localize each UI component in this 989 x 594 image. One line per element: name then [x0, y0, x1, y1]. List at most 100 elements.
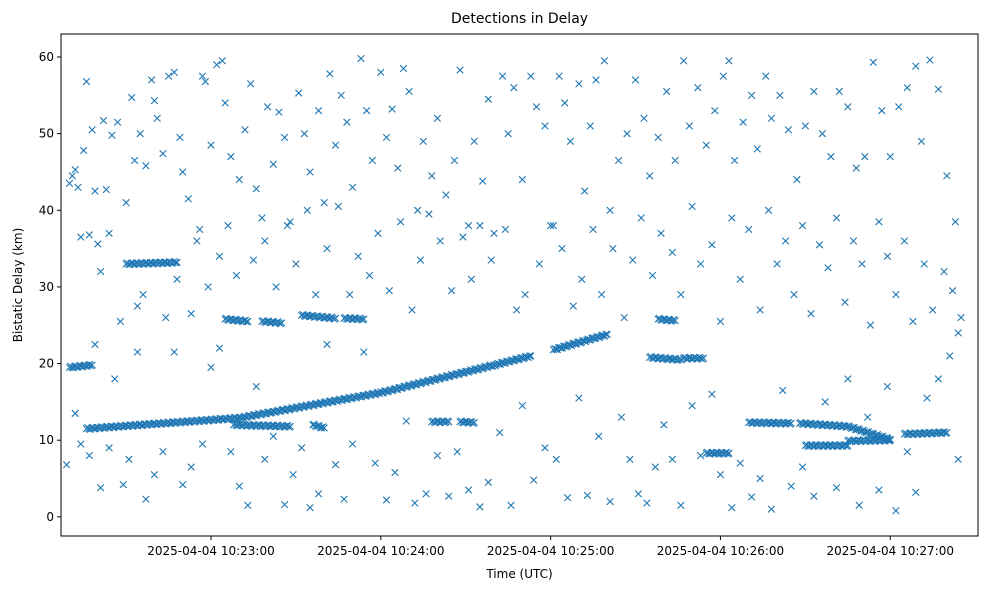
- data-point: [626, 455, 634, 464]
- data-point: [343, 118, 351, 126]
- data-point: [326, 70, 334, 78]
- data-point: [447, 287, 456, 295]
- data-point: [798, 463, 807, 471]
- data-point: [801, 122, 810, 130]
- data-point: [77, 440, 85, 448]
- data-point: [756, 474, 764, 483]
- data-point: [348, 440, 357, 448]
- data-point: [235, 175, 243, 184]
- data-point: [272, 283, 280, 291]
- y-tick-label: 60: [39, 50, 54, 64]
- data-point: [815, 241, 824, 249]
- data-point: [215, 252, 224, 260]
- x-tick-label: 2025-04-04 10:25:00: [487, 544, 614, 558]
- y-tick-label: 30: [39, 280, 54, 294]
- data-point: [68, 172, 77, 180]
- data-point: [142, 162, 150, 170]
- data-point: [79, 146, 88, 155]
- data-point: [529, 476, 538, 484]
- data-point: [886, 152, 894, 161]
- data-point: [946, 352, 954, 360]
- data-point: [875, 218, 883, 226]
- data-point: [184, 195, 193, 203]
- data-point: [671, 156, 679, 165]
- plot-frame: [60, 33, 979, 537]
- data-point: [394, 164, 402, 172]
- data-point: [583, 491, 592, 500]
- data-point: [289, 470, 297, 479]
- data-point: [643, 499, 651, 507]
- data-point: [940, 267, 948, 276]
- data-point: [125, 455, 133, 464]
- data-point: [371, 459, 379, 467]
- data-point: [249, 256, 258, 264]
- data-point: [133, 348, 142, 356]
- data-point: [623, 129, 631, 138]
- data-point: [592, 76, 600, 84]
- data-point: [696, 260, 705, 268]
- data-point: [422, 490, 430, 498]
- data-point: [903, 83, 911, 92]
- track-point: [671, 316, 679, 325]
- data-point: [855, 501, 863, 510]
- data-point: [883, 382, 892, 391]
- data-point: [215, 344, 224, 352]
- data-point: [903, 448, 911, 456]
- data-point: [561, 99, 569, 107]
- data-point: [629, 256, 637, 264]
- data-point: [96, 267, 105, 276]
- data-point: [631, 76, 640, 84]
- data-point: [85, 231, 93, 239]
- data-point: [878, 106, 886, 115]
- data-point: [654, 133, 662, 142]
- data-point: [745, 225, 753, 234]
- data-point: [164, 72, 173, 80]
- data-point: [677, 290, 685, 299]
- data-point: [883, 252, 892, 260]
- data-point: [221, 99, 229, 107]
- data-point: [702, 141, 710, 149]
- data-point: [827, 152, 835, 161]
- data-point: [382, 496, 391, 504]
- data-point: [575, 394, 583, 402]
- data-point: [569, 302, 577, 310]
- data-point: [736, 275, 744, 283]
- data-point: [470, 137, 478, 145]
- data-point: [747, 493, 756, 501]
- data-point: [747, 91, 756, 100]
- track-point: [602, 330, 610, 338]
- data-point: [541, 444, 549, 452]
- data-point: [900, 237, 909, 245]
- data-point: [923, 394, 931, 402]
- data-point: [179, 480, 187, 489]
- y-tick-label: 50: [39, 127, 54, 141]
- data-point: [620, 313, 628, 322]
- data-point: [176, 133, 184, 142]
- data-point: [263, 103, 272, 111]
- data-point: [377, 68, 385, 77]
- data-point: [116, 317, 125, 326]
- data-point: [849, 237, 858, 245]
- data-point: [374, 229, 382, 237]
- data-point: [863, 413, 872, 421]
- data-point: [934, 85, 943, 93]
- data-point: [640, 114, 648, 122]
- data-point: [340, 495, 348, 503]
- data-point: [668, 248, 677, 257]
- data-point: [331, 461, 340, 469]
- data-point: [464, 486, 473, 494]
- data-point: [320, 198, 328, 207]
- data-point: [790, 290, 798, 299]
- x-tick-label: 2025-04-04 10:24:00: [317, 544, 444, 558]
- track-point: [172, 259, 180, 267]
- data-point: [193, 237, 201, 245]
- data-point: [606, 206, 614, 214]
- data-point: [433, 451, 442, 460]
- data-point: [767, 505, 776, 513]
- data-point: [419, 137, 427, 145]
- data-point: [555, 72, 563, 80]
- data-point: [875, 486, 883, 494]
- y-tick-label: 0: [46, 510, 54, 524]
- data-point: [501, 225, 510, 234]
